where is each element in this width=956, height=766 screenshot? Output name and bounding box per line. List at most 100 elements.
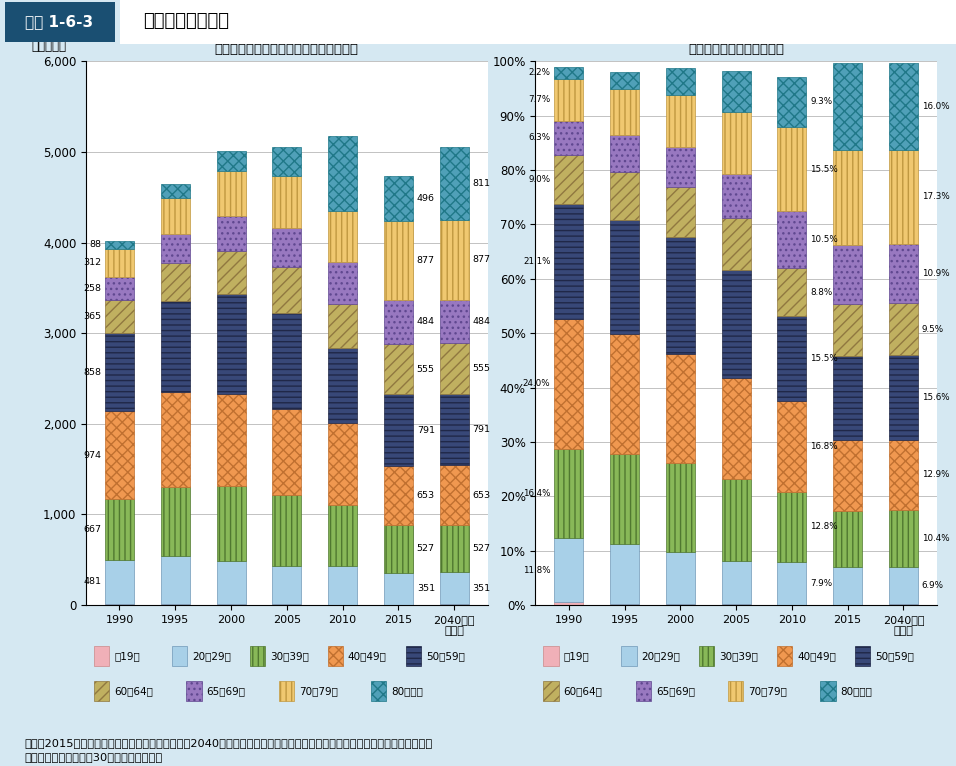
Bar [665,604,695,605]
Text: 6.3%: 6.3% [529,133,551,142]
Text: 496: 496 [417,194,435,202]
Text: 15.6%: 15.6% [922,393,949,402]
Bar [105,249,134,277]
Title: 世帯主年齢構成割合の推移: 世帯主年齢構成割合の推移 [688,43,784,56]
Bar [440,300,468,343]
Bar [105,411,134,499]
Bar [889,63,918,150]
Bar [383,221,413,300]
Bar [105,604,134,605]
Text: 60～64歳: 60～64歳 [114,686,153,696]
Bar [665,68,695,95]
Bar [722,604,750,605]
Bar [722,479,750,561]
Text: 40～49歳: 40～49歳 [797,651,836,661]
Bar [161,301,189,391]
Bar [889,150,918,244]
Bar [610,334,639,454]
Text: 10.9%: 10.9% [922,269,949,278]
Bar [833,304,862,355]
Text: 80歳以上: 80歳以上 [391,686,424,696]
Bar [328,262,357,304]
Text: 15.5%: 15.5% [811,354,838,363]
Bar [554,602,583,605]
Bar [855,646,870,666]
Text: ～19歳: ～19歳 [563,651,589,661]
Bar [328,505,357,566]
Text: 10.5%: 10.5% [811,235,838,244]
Bar [272,566,301,604]
Bar [440,604,468,605]
Bar [889,244,918,303]
Bar [777,561,806,604]
Bar [120,0,956,44]
Bar [105,333,134,411]
Bar [833,567,862,604]
Text: 50～59歳: 50～59歳 [425,651,465,661]
Bar [161,391,189,487]
Text: 15.5%: 15.5% [811,165,838,174]
Text: 351: 351 [417,584,435,594]
Bar [777,401,806,492]
Bar [216,250,246,294]
Text: 30～39歳: 30～39歳 [270,651,309,661]
Text: 9.3%: 9.3% [811,97,833,106]
Bar [820,681,836,702]
Bar [777,492,806,561]
Bar [889,303,918,355]
Text: 10.4%: 10.4% [922,534,949,543]
Text: 16.0%: 16.0% [922,102,949,111]
Bar [610,454,639,544]
Text: 791: 791 [472,425,490,434]
Text: 6.9%: 6.9% [922,581,944,590]
Text: 24.0%: 24.0% [523,379,551,388]
Text: 7.9%: 7.9% [811,578,833,588]
Bar [777,211,806,269]
Bar [371,681,386,702]
Bar [665,187,695,237]
Bar [383,300,413,344]
Bar [440,394,468,466]
Bar [105,499,134,560]
Bar [554,120,583,155]
Text: 2.2%: 2.2% [529,68,551,77]
Title: 一般世帯数の推移（世帯主年齢階級別）: 一般世帯数の推移（世帯主年齢階級別） [215,43,358,56]
Bar [889,355,918,440]
Bar [216,561,246,604]
Text: 791: 791 [417,426,435,434]
Bar [279,681,294,702]
Bar [161,198,189,234]
Bar [610,136,639,172]
Text: 877: 877 [417,256,435,265]
Bar [777,316,806,401]
Bar [272,604,301,605]
Bar [272,408,301,495]
Text: 16.8%: 16.8% [811,442,837,451]
Bar [440,343,468,394]
Bar [105,560,134,604]
Text: 88: 88 [89,241,101,249]
Bar [161,487,189,556]
Text: 50～59歳: 50～59歳 [875,651,914,661]
Bar [554,67,583,79]
Text: 527: 527 [417,545,435,554]
Bar [722,71,750,112]
Bar [216,294,246,394]
Text: 365: 365 [83,313,101,322]
Bar [440,146,468,220]
Bar [216,151,246,171]
Bar [328,136,357,211]
Bar [722,218,750,270]
Bar [889,604,918,605]
Bar [722,270,750,378]
Bar [272,267,301,313]
Text: 8.8%: 8.8% [811,288,833,297]
Text: 70～79歳: 70～79歳 [299,686,337,696]
Text: 21.1%: 21.1% [523,257,551,266]
Text: 80歳以上: 80歳以上 [840,686,873,696]
Text: 世帯主年齢の推移: 世帯主年齢の推移 [143,12,229,31]
Text: 65～69歳: 65～69歳 [656,686,695,696]
Bar [722,378,750,479]
Bar [440,466,468,525]
Bar [216,394,246,486]
